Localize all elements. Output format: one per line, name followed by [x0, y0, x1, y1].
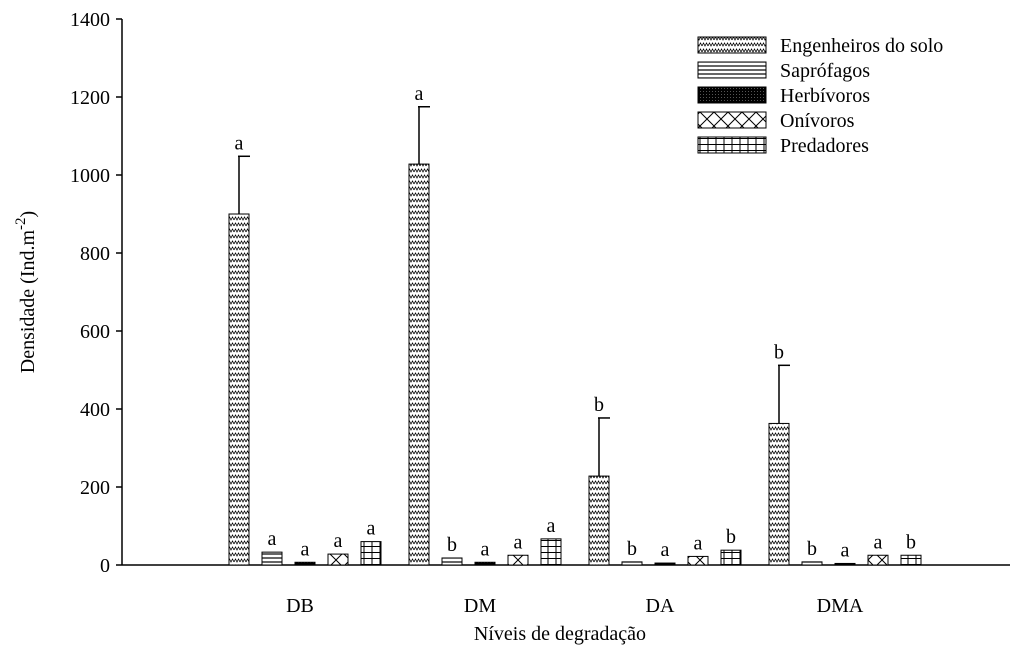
bar [834, 562, 856, 566]
bar [900, 554, 922, 566]
significance-letter: b [726, 526, 736, 548]
bar [360, 541, 382, 566]
y-label-end: ) [17, 211, 39, 218]
y-tick-label: 200 [80, 477, 110, 499]
bar [654, 562, 676, 566]
y-tick-label: 800 [80, 243, 110, 265]
significance-letter: b [774, 341, 784, 363]
x-tick-label: DM [464, 595, 496, 617]
bar [228, 213, 250, 566]
y-tick-label: 1200 [70, 87, 110, 109]
y-tick-label: 600 [80, 321, 110, 343]
significance-letter: a [694, 532, 703, 554]
bar [801, 561, 823, 566]
bar [441, 557, 463, 566]
significance-letter: a [514, 531, 523, 553]
y-tick-label: 1400 [70, 9, 110, 31]
legend-swatch [697, 36, 767, 54]
bar [261, 551, 283, 566]
significance-letter: b [594, 394, 604, 416]
x-tick-label: DMA [817, 595, 864, 617]
bar [720, 549, 742, 566]
significance-letter: b [906, 531, 916, 553]
bar [507, 554, 529, 566]
bar [867, 554, 889, 566]
legend-label: Engenheiros do solo [780, 35, 943, 57]
x-axis-label: Níveis de degradação [474, 623, 646, 645]
legend-label: Predadores [780, 135, 869, 157]
significance-letter: a [841, 539, 850, 561]
bar [294, 561, 316, 566]
significance-letter: a [268, 528, 277, 550]
legend-label: Herbívoros [780, 85, 870, 107]
significance-letter: b [807, 538, 817, 560]
x-tick-label: DA [646, 595, 675, 617]
y-tick-label: 1000 [70, 165, 110, 187]
significance-letter: a [235, 132, 244, 154]
legend-swatch [697, 86, 767, 104]
significance-letter: b [447, 534, 457, 556]
bar [540, 538, 562, 566]
legend-label: Saprófagos [780, 60, 870, 82]
y-label-sup: -2 [13, 217, 29, 230]
significance-letter: a [547, 515, 556, 537]
significance-letter: a [367, 518, 376, 540]
x-tick-label: DB [286, 595, 314, 617]
bar [408, 163, 430, 566]
legend-swatch [697, 111, 767, 129]
legend-swatch [697, 136, 767, 154]
bar [588, 475, 610, 566]
significance-letter: a [334, 530, 343, 552]
bar [768, 422, 790, 566]
significance-letter: a [874, 531, 883, 553]
significance-letter: a [661, 539, 670, 561]
significance-letter: a [481, 538, 490, 560]
y-tick-label: 400 [80, 399, 110, 421]
bar [474, 561, 496, 566]
significance-letter: a [415, 83, 424, 105]
bar [621, 561, 643, 566]
y-axis-label: Densidade (Ind.m-2) [13, 211, 39, 373]
legend-label: Onívoros [780, 110, 855, 132]
significance-letter: b [627, 538, 637, 560]
y-label-text: Densidade (Ind.m [17, 230, 39, 374]
y-tick-label: 0 [100, 555, 110, 577]
bar [687, 555, 709, 566]
bar [327, 553, 349, 566]
significance-letter: a [301, 538, 310, 560]
legend-swatch [697, 61, 767, 79]
